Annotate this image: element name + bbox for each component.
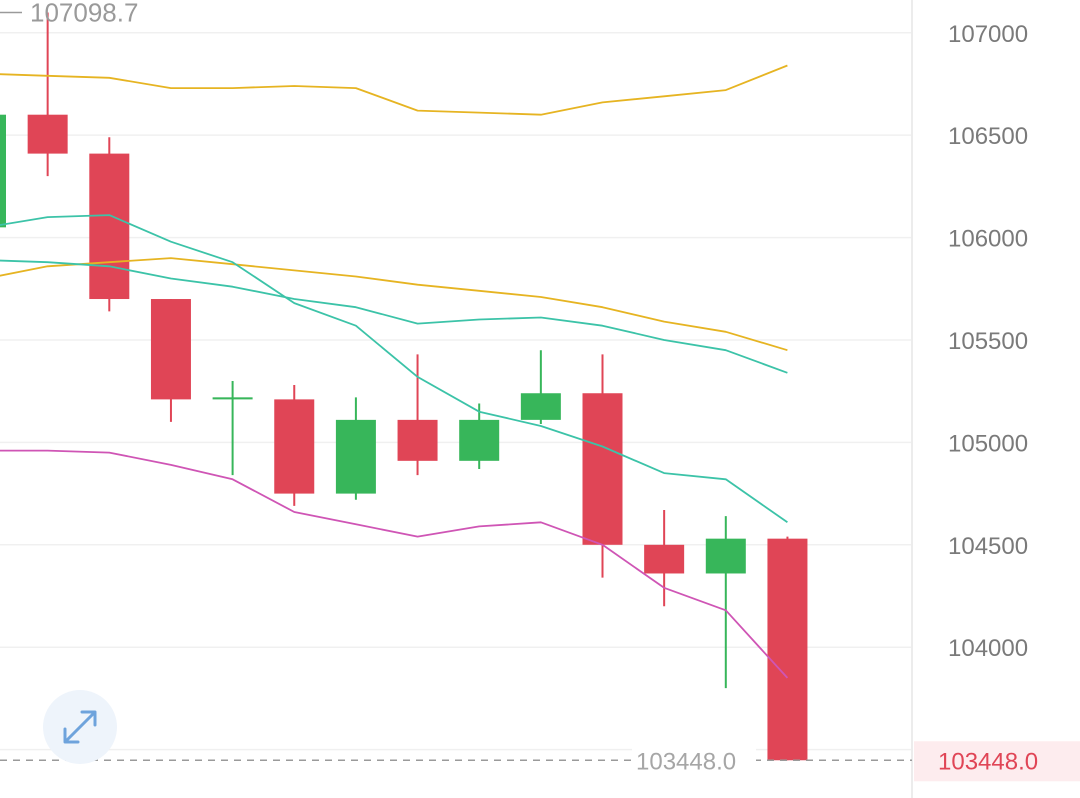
candle [520, 350, 561, 424]
overlay-layer [0, 64, 789, 679]
y-tick-label: 104000 [948, 635, 1028, 662]
last-price-label-bg [632, 745, 756, 776]
y-axis: 107000 106500 106000 105500 105000 104500 1040… [948, 21, 1028, 765]
candle-body [0, 114, 6, 228]
price-tag [914, 741, 1080, 782]
candle-body [397, 419, 438, 461]
candle-body [459, 419, 500, 461]
candle [335, 397, 376, 500]
candle [274, 385, 315, 506]
candle-body [520, 393, 561, 420]
y-tick-label: 104500 [948, 533, 1028, 560]
overlay-line [0, 449, 789, 679]
candle-body [27, 114, 68, 154]
expand-button[interactable] [43, 690, 117, 764]
candle-body [582, 393, 623, 545]
candle [0, 114, 6, 228]
high-marker: 107098.7 [0, 0, 138, 28]
candle-body [705, 538, 746, 574]
candle [767, 536, 808, 761]
expand-arrows-icon [63, 710, 97, 744]
candle [150, 299, 191, 422]
candle-body [644, 544, 685, 574]
y-tick-label: 107000 [948, 21, 1028, 48]
candle [644, 509, 685, 607]
y-tick-label: 105000 [948, 430, 1028, 457]
high-marker-label: 107098.7 [30, 0, 138, 28]
candle [705, 516, 746, 689]
last-price-label: 103448.0 [636, 748, 736, 775]
candle-body [89, 153, 130, 300]
y-tick-label: 106000 [948, 226, 1028, 253]
candle-body [150, 299, 191, 400]
candle [27, 12, 68, 177]
candle-layer [0, 12, 808, 761]
overlay-line [0, 259, 788, 374]
price-tag-label: 103448.0 [938, 748, 1038, 775]
overlay-line [0, 257, 788, 352]
candle [89, 137, 130, 312]
y-tick-label: 106500 [948, 123, 1028, 150]
candle-body [212, 397, 253, 400]
candle [212, 380, 253, 476]
candle [582, 354, 623, 578]
candle-body [767, 538, 808, 761]
y-tick-label: 105500 [948, 328, 1028, 355]
candle [397, 354, 438, 476]
overlay-line [0, 64, 788, 116]
last-price-line: 103448.0 103448.0 [0, 741, 1080, 782]
candle-body [274, 399, 315, 494]
overlay-line [0, 214, 788, 524]
candle [459, 403, 500, 470]
candle-body [335, 419, 376, 494]
